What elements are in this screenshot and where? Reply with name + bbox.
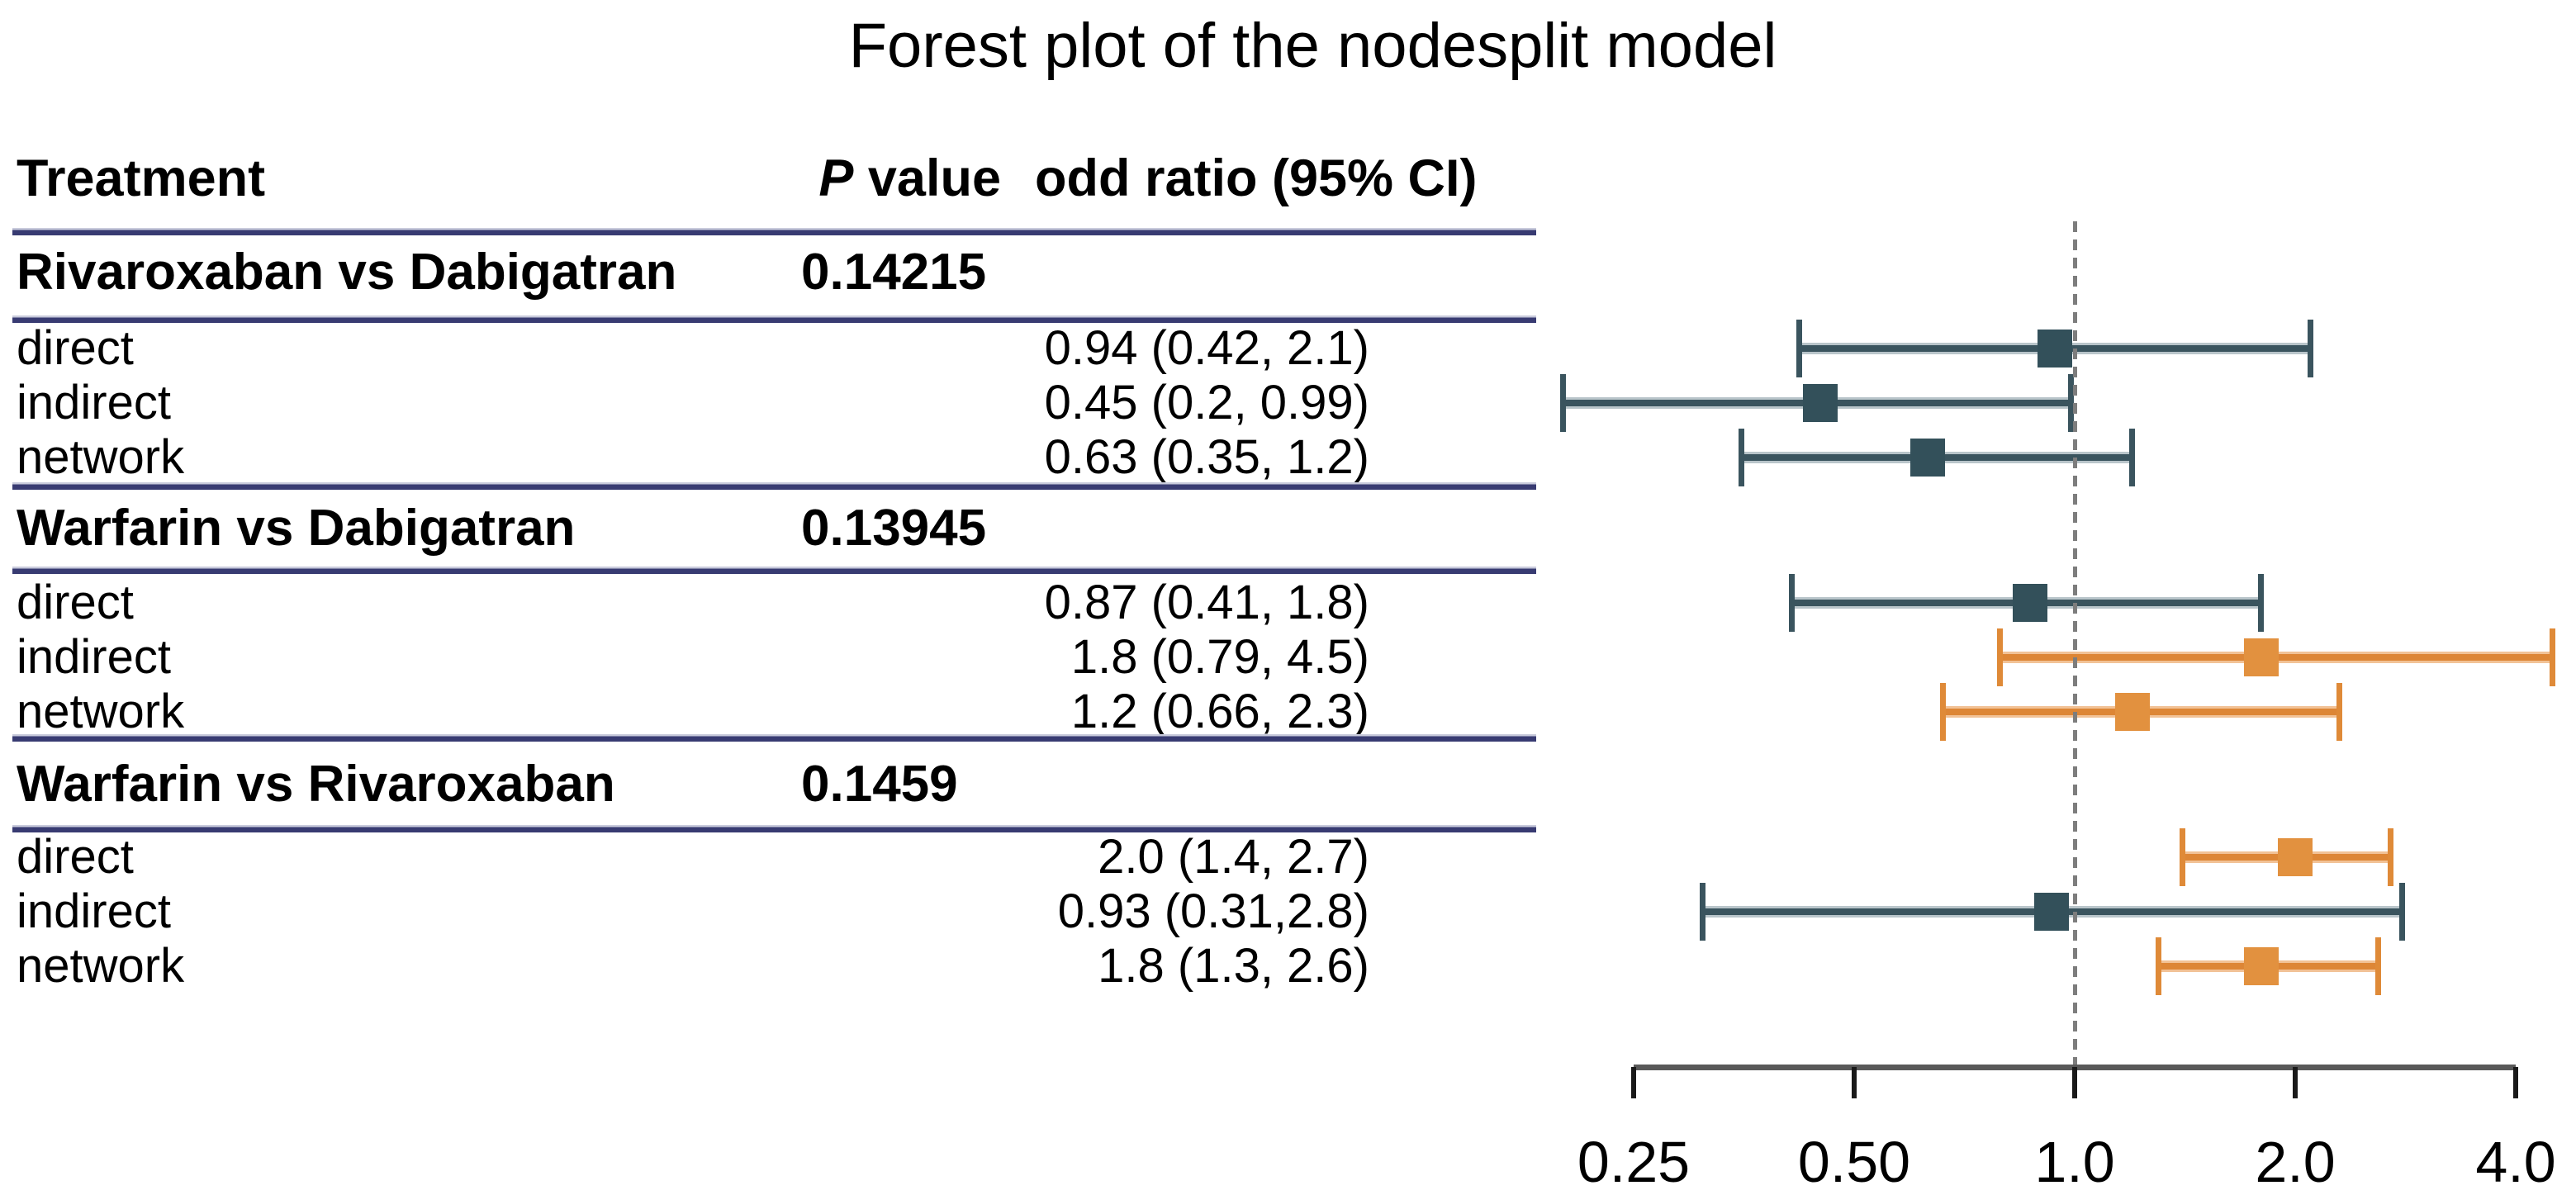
x-axis-tick-label: 4.0 (2475, 1130, 2556, 1194)
x-axis-tick-label: 2.0 (2255, 1130, 2336, 1194)
separator-line (12, 825, 1536, 832)
row-label: network (17, 430, 185, 484)
group-p-value: 0.14215 (801, 244, 987, 301)
ci-cap-upper (2387, 828, 2393, 886)
estimate-marker (1803, 384, 1838, 422)
ci-cap-lower (1560, 374, 1567, 432)
p-rest: value (853, 149, 1001, 207)
separator-line (12, 734, 1536, 742)
row-label: direct (17, 321, 134, 375)
separator-line (12, 228, 1536, 235)
col-header-pvalue: P value (698, 149, 1001, 208)
ci-cap-lower (1788, 574, 1795, 632)
separator-line (12, 567, 1536, 574)
ci-cap-upper (2336, 683, 2342, 741)
group-p-value: 0.1459 (801, 756, 958, 813)
ci-cap-upper (2258, 574, 2265, 632)
ci-cap-upper (2068, 374, 2075, 432)
ci-cap-upper (2398, 883, 2405, 941)
row-or-value: 2.0 (1.4, 2.7) (1098, 830, 1369, 884)
x-axis-tick (2293, 1067, 2298, 1098)
x-axis-tick-label: 1.0 (2034, 1130, 2115, 1194)
estimate-marker (2278, 838, 2313, 876)
col-header-odd-ratio: odd ratio (95% CI) (1035, 149, 1478, 207)
estimate-marker (2244, 947, 2279, 985)
page-title: Forest plot of the nodesplit model (848, 11, 1777, 81)
ci-cap-upper (2550, 628, 2556, 686)
estimate-marker (1910, 439, 1946, 477)
x-axis-tick (1631, 1067, 1636, 1098)
row-label: indirect (17, 630, 171, 684)
ci-cap-upper (2307, 320, 2313, 377)
group-name: Warfarin vs Dabigatran (17, 500, 576, 557)
row-label: indirect (17, 884, 171, 938)
x-axis-tick-label: 0.25 (1577, 1130, 1691, 1194)
separator-line (12, 482, 1536, 490)
row-or-value: 0.87 (0.41, 1.8) (1044, 576, 1369, 629)
estimate-marker (2115, 693, 2151, 731)
x-axis-tick-label: 0.50 (1797, 1130, 1911, 1194)
row-or-value: 0.63 (0.35, 1.2) (1044, 430, 1369, 484)
row-or-value: 0.45 (0.2, 0.99) (1044, 376, 1369, 429)
estimate-marker (2038, 330, 2073, 368)
row-or-value: 1.8 (0.79, 4.5) (1070, 630, 1369, 684)
row-label: network (17, 685, 185, 738)
estimate-marker (2013, 584, 2048, 622)
ci-cap-lower (1699, 883, 1705, 941)
ci-cap-lower (2179, 828, 2185, 886)
row-label: direct (17, 576, 134, 629)
row-or-value: 0.94 (0.42, 2.1) (1044, 321, 1369, 375)
ci-cap-lower (1738, 429, 1744, 486)
row-or-value: 1.8 (1.3, 2.6) (1098, 939, 1369, 993)
ci-cap-lower (1939, 683, 1946, 741)
group-p-value: 0.13945 (801, 500, 987, 557)
ci-cap-lower (1997, 628, 2004, 686)
ci-cap-lower (1796, 320, 1802, 377)
x-axis-tick (2072, 1067, 2077, 1098)
or-reference-line (2073, 221, 2077, 1067)
estimate-marker (2034, 893, 2070, 931)
row-or-value: 1.2 (0.66, 2.3) (1070, 685, 1369, 738)
separator-line (12, 315, 1536, 323)
group-name: Warfarin vs Rivaroxaban (17, 756, 615, 813)
estimate-marker (2244, 638, 2279, 676)
ci-cap-upper (2129, 429, 2136, 486)
group-name: Rivaroxaban vs Dabigatran (17, 244, 677, 301)
row-label: direct (17, 830, 134, 884)
col-header-treatment: Treatment (17, 149, 266, 207)
row-or-value: 0.93 (0.31,2.8) (1057, 884, 1369, 938)
x-axis-tick (2513, 1067, 2518, 1098)
row-label: network (17, 939, 185, 993)
row-label: indirect (17, 376, 171, 429)
ci-cap-lower (2156, 937, 2162, 995)
p-italic: P (818, 149, 854, 207)
x-axis-tick (1852, 1067, 1857, 1098)
ci-cap-upper (2375, 937, 2382, 995)
